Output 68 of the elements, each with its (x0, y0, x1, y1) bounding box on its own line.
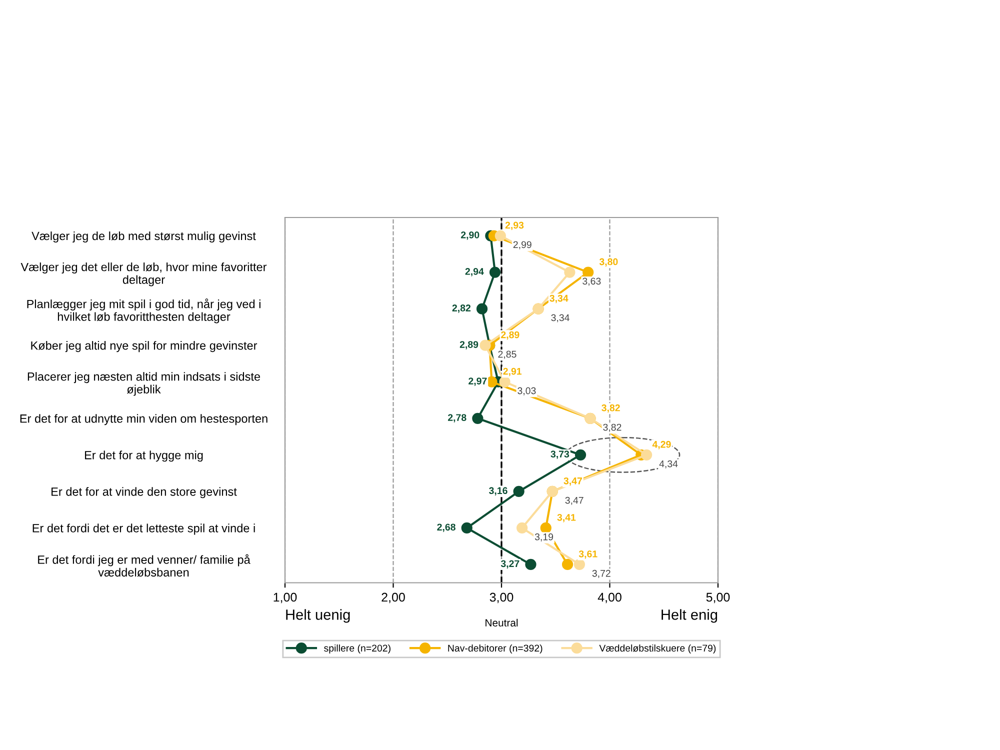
data-label: 2,89 (460, 341, 478, 350)
data-label: 2,68 (437, 524, 456, 532)
y-tick-label: Er det for at hygge mig (85, 450, 203, 462)
point (476, 303, 488, 314)
data-label: 3,27 (500, 560, 520, 569)
data-label: 3,03 (518, 387, 536, 396)
data-label: 2,94 (465, 268, 484, 276)
data-label: 2,82 (452, 304, 471, 313)
data-label: 3,73 (550, 450, 570, 459)
point (564, 266, 576, 278)
x-tick-label: 1,00 (274, 592, 297, 604)
point (582, 266, 594, 278)
x-tick-label: 4,00 (598, 592, 622, 604)
point (513, 486, 524, 497)
point (472, 412, 484, 424)
y-tick-label: Er det fordi det er det letteste spil at vinde i (32, 524, 255, 535)
y-tick-label: Planlægger jeg mit spil i god tid, når jeg ved i hvilket løb favoritthesten deltager (27, 298, 260, 324)
data-label: 3,41 (557, 514, 576, 522)
data-label: 3,82 (603, 424, 622, 432)
legend-label: Nav-debitorer (n=392) (448, 644, 542, 654)
point (562, 558, 574, 570)
data-label: 3,34 (550, 294, 568, 304)
point (499, 376, 510, 388)
data-label: 3,34 (551, 314, 570, 322)
data-label: 3,19 (534, 533, 554, 542)
data-label: 4,29 (652, 440, 671, 450)
y-tick-label: Er det for at vinde den store gevinst (52, 487, 237, 498)
point (641, 449, 652, 460)
y-tick-label: Er det fordi jeg er med venner/ familie på væddeløbsbanen (38, 554, 250, 577)
data-label: 2,99 (513, 241, 532, 250)
data-label: 2,91 (503, 368, 522, 376)
data-label: 2,97 (468, 378, 487, 386)
point (574, 449, 586, 460)
data-label: 3,16 (489, 487, 508, 496)
text: Helt uenig (286, 609, 350, 623)
point (494, 230, 506, 242)
data-label: 2,90 (460, 231, 480, 240)
data-label: 2,93 (505, 222, 524, 230)
data-label: 2,89 (501, 331, 520, 340)
point (540, 522, 552, 534)
text: Helt enig (662, 609, 718, 623)
data-label: 3,63 (582, 278, 601, 286)
x-tick-label: 5,00 (706, 592, 730, 604)
data-label: 2,78 (448, 414, 466, 422)
point (525, 558, 536, 570)
x-tick-label: 3,00 (490, 592, 514, 604)
point (480, 340, 491, 351)
data-label: 3,82 (602, 404, 620, 413)
data-label: 2,85 (498, 350, 516, 359)
x-tick-label: 2,00 (382, 592, 405, 604)
y-tick-label: Vælger jeg det eller de løb, hvor mine favoritter deltager (20, 262, 267, 286)
data-label: 3,47 (564, 477, 582, 486)
y-tick-label: Er det for at udnytte min viden om hestesporten (20, 414, 268, 426)
legend-label: Væddeløbstilskuere (n=79) (599, 644, 716, 654)
point (516, 522, 528, 534)
y-tick-label: Vælger jeg de løb med størst mulig gevinst (32, 231, 256, 242)
data-label: 3,61 (578, 550, 598, 559)
data-label: 4,34 (659, 460, 678, 468)
point (489, 266, 501, 278)
point (461, 522, 472, 534)
legend-label: spillere (n=202) (324, 644, 390, 654)
data-label: 3,80 (599, 258, 618, 267)
text: Neutral (486, 618, 518, 627)
y-tick-label: Køber jeg altid nye spil for mindre gevinster (31, 341, 258, 352)
data-label: 3,72 (592, 570, 610, 578)
point (574, 558, 585, 570)
data-label: 3,47 (565, 496, 584, 505)
y-tick-label: Placerer jeg næsten altid min indsats i sidste øjeblik (28, 372, 260, 396)
